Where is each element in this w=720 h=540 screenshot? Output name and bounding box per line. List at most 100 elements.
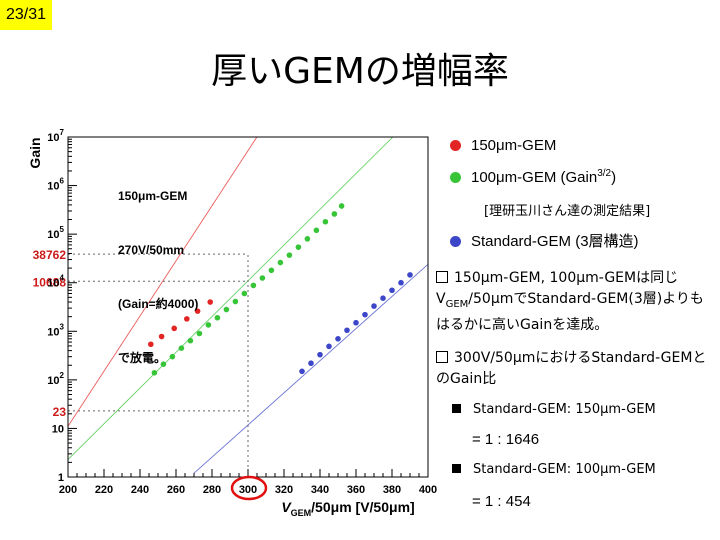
data-point-s3-2 bbox=[308, 360, 314, 367]
data-point-s2-14 bbox=[268, 267, 275, 274]
data-point-s2-3 bbox=[169, 353, 176, 360]
annotation-line-4: で放電。 bbox=[118, 351, 167, 365]
data-point-s2-1 bbox=[151, 369, 158, 376]
y-tick-label: 10 bbox=[52, 423, 64, 435]
x-tick-label: 340 bbox=[311, 484, 329, 496]
data-point-s1-3 bbox=[171, 325, 177, 332]
gain-annotation-label: 23 bbox=[53, 405, 67, 419]
y-axis-label: Gain bbox=[27, 137, 43, 168]
data-point-s3-8 bbox=[362, 311, 368, 318]
data-point-s2-8 bbox=[214, 314, 221, 321]
x-tick-label: 300 bbox=[239, 484, 257, 496]
x-tick-label: 260 bbox=[167, 484, 185, 496]
sub-item-100um-text: Standard-GEM: 100μm-GEM bbox=[473, 462, 656, 477]
data-point-s2-19 bbox=[313, 227, 320, 234]
data-point-s1-1 bbox=[148, 341, 154, 348]
data-point-s2-9 bbox=[223, 306, 230, 313]
x-tick-label: 240 bbox=[131, 484, 149, 496]
data-point-s1-4 bbox=[184, 316, 190, 322]
annotation-line-3: (Gain=約4000) bbox=[118, 297, 199, 311]
slide-title: 厚いGEMの増幅率 bbox=[211, 51, 509, 92]
data-point-s2-16 bbox=[286, 252, 293, 258]
x-tick-label: 360 bbox=[347, 484, 365, 496]
bullet-2-text: 300V/50μmにおけるStandard-GEMとのGain比 bbox=[436, 350, 707, 387]
data-point-s2-17 bbox=[295, 244, 302, 250]
data-point-s2-5 bbox=[187, 337, 194, 344]
data-point-s2-12 bbox=[250, 282, 257, 289]
green-dot-icon bbox=[450, 172, 461, 183]
data-point-s2-18 bbox=[304, 236, 311, 242]
bullet-gain-comparison: 150μm-GEM, 100μm-GEMは同じVGEM/50μmでStandar… bbox=[436, 268, 716, 336]
data-point-s2-11 bbox=[241, 290, 248, 297]
bullet-1-text-a: 150μm-GEM, 100μm-GEMは同じV bbox=[436, 270, 679, 307]
checkbox-bullet-icon bbox=[436, 271, 448, 283]
data-point-s3-1 bbox=[299, 368, 305, 375]
bullet-300v-ratio: 300V/50μmにおけるStandard-GEMとのGain比 bbox=[436, 348, 716, 390]
ratio-100um: = 1 : 454 bbox=[472, 493, 531, 510]
annotation-line-2: 270V/50mm bbox=[118, 243, 185, 257]
annotation-line-1: 150μm-GEM bbox=[118, 189, 188, 203]
checkbox-bullet-icon bbox=[436, 351, 448, 363]
data-point-s3-7 bbox=[353, 319, 359, 326]
data-point-s3-4 bbox=[326, 343, 332, 350]
fit-line-series-1 bbox=[68, 137, 258, 428]
blue-dot-icon bbox=[450, 236, 461, 247]
data-point-s3-6 bbox=[344, 327, 350, 334]
data-point-s2-15 bbox=[277, 259, 284, 266]
data-point-s1-2 bbox=[158, 333, 165, 340]
x-300-highlight bbox=[230, 475, 268, 501]
data-point-s2-2 bbox=[160, 361, 167, 368]
data-point-s2-20 bbox=[322, 218, 329, 225]
data-point-s1-5 bbox=[194, 308, 201, 314]
ratio-150um: = 1 : 1646 bbox=[472, 431, 540, 448]
data-point-s3-10 bbox=[380, 295, 386, 301]
legend-standard-label: Standard-GEM (3層構造) bbox=[471, 233, 639, 250]
data-point-s3-11 bbox=[389, 287, 395, 294]
legend-100um: 100μm-GEM (Gain3/2) bbox=[450, 168, 616, 186]
data-point-s3-3 bbox=[317, 351, 323, 358]
data-point-s2-21 bbox=[331, 211, 338, 217]
legend-100um-sup: 3/2 bbox=[597, 168, 612, 179]
sub-item-150um: Standard-GEM: 150μm-GEM bbox=[452, 402, 656, 417]
x-tick-label: 220 bbox=[95, 484, 113, 496]
y-tick-label: 105 bbox=[47, 225, 64, 241]
bullet-1-text-b: /50μmでStandard-GEM(3層)よりもはるかに高いGainを達成。 bbox=[436, 291, 704, 333]
square-bullet-icon bbox=[452, 404, 461, 413]
data-point-s2-10 bbox=[232, 298, 239, 305]
data-point-s2-4 bbox=[178, 345, 185, 351]
x-tick-label: 320 bbox=[275, 484, 293, 496]
gain-annotation-label: 10688 bbox=[33, 275, 67, 289]
y-tick-label: 102 bbox=[47, 371, 64, 387]
page-number: 23/31 bbox=[0, 0, 52, 30]
data-point-s2-7 bbox=[205, 322, 212, 328]
legend-150um-label: 150μm-GEM bbox=[471, 137, 557, 154]
y-tick-label: 107 bbox=[47, 128, 64, 144]
data-point-s2-6 bbox=[196, 330, 203, 337]
discharge-annotation: 150μm-GEM 270V/50mm (Gain=約4000) で放電。 bbox=[118, 151, 198, 385]
gain-annotation-label: 38762 bbox=[33, 248, 67, 262]
data-point-s3-9 bbox=[371, 303, 377, 309]
data-point-s1-6 bbox=[207, 299, 213, 305]
bullet-1-sub: GEM bbox=[445, 298, 469, 310]
data-point-s3-13 bbox=[407, 272, 413, 278]
data-point-s3-12 bbox=[398, 279, 404, 286]
sub-item-150um-text: Standard-GEM: 150μm-GEM bbox=[473, 402, 656, 417]
data-point-s2-22 bbox=[338, 203, 345, 209]
y-tick-label: 106 bbox=[47, 177, 64, 193]
x-tick-label: 400 bbox=[419, 484, 437, 496]
y-tick-label: 1 bbox=[58, 472, 64, 484]
legend-100um-label: 100μm-GEM (Gain bbox=[471, 169, 598, 186]
x-tick-label: 380 bbox=[383, 484, 401, 496]
data-point-s3-5 bbox=[335, 336, 341, 342]
legend-standard: Standard-GEM (3層構造) bbox=[450, 230, 639, 251]
measurement-note: [理研玉川さん達の測定結果] bbox=[484, 204, 651, 219]
data-point-s2-13 bbox=[259, 275, 266, 281]
sub-item-100um: Standard-GEM: 100μm-GEM bbox=[452, 462, 656, 477]
x-axis-label: VGEM/50μm [V/50μm] bbox=[281, 499, 414, 518]
x-tick-label: 280 bbox=[203, 484, 221, 496]
red-dot-icon bbox=[450, 140, 461, 151]
legend-100um-tail: ) bbox=[611, 169, 617, 186]
square-bullet-icon bbox=[452, 464, 461, 473]
y-tick-label: 103 bbox=[47, 322, 64, 338]
